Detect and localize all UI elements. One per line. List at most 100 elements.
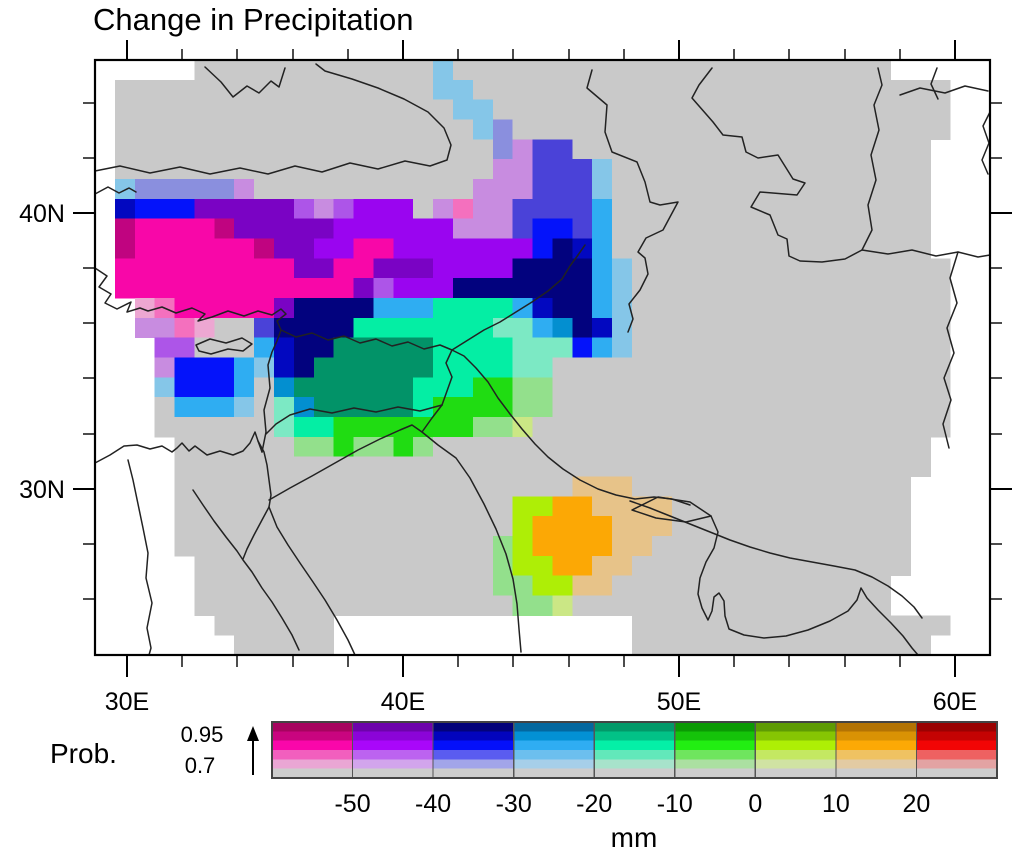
grid-cell-run — [313, 198, 335, 220]
grid-cell-run — [154, 357, 176, 378]
coastline-path — [94, 431, 263, 464]
coastline-path — [899, 85, 989, 96]
grid-cell-run — [433, 198, 454, 220]
grid-cell-run — [572, 218, 593, 239]
coastline-path — [280, 329, 453, 406]
grid-cell-run — [512, 595, 553, 616]
coastline-path — [268, 424, 423, 501]
coastline-path — [94, 267, 287, 453]
grid-cell-run — [612, 218, 931, 239]
grid-cell-run — [632, 278, 951, 299]
grid-cell-run — [532, 516, 613, 537]
grid-cell-run — [254, 337, 275, 358]
grid-cell-run — [274, 238, 315, 259]
grid-cell-run — [492, 139, 514, 160]
grid-cell-run — [214, 218, 235, 239]
grid-cell-run — [453, 60, 892, 81]
grid-cell-run — [333, 198, 355, 220]
grid-cell-run — [234, 635, 335, 656]
grid-cell-run — [413, 198, 434, 220]
grid-cell-run — [592, 496, 673, 517]
grid-cell-run — [214, 317, 255, 339]
grid-cell-run — [313, 397, 414, 418]
colorbar-cell-neg10-0 — [674, 768, 756, 779]
coastline-path — [242, 440, 272, 560]
grid-cell-run — [453, 198, 474, 220]
grid-cell-run — [333, 337, 434, 358]
grid-cell-run — [353, 436, 394, 458]
grid-cell-run — [353, 238, 394, 259]
grid-cell-run — [552, 238, 573, 259]
grid-cell-run — [274, 337, 295, 358]
grid-cell-run — [632, 337, 951, 358]
colorbar-cell-neg50-neg40 — [352, 731, 434, 742]
grid-cell-run — [632, 317, 951, 339]
probability-direction-arrow-icon — [247, 726, 259, 775]
grid-cell-run — [472, 198, 514, 220]
coastline-path — [421, 404, 522, 653]
grid-cell-run — [114, 258, 295, 279]
colorbar-boundary-label: 20 — [903, 790, 931, 818]
grid-cell-run — [433, 337, 514, 358]
coastline-path — [127, 459, 153, 656]
colorbar-boundary-label: -20 — [576, 790, 612, 818]
grid-cell-run — [572, 575, 613, 596]
grid-cell-run — [532, 417, 951, 438]
grid-cell-run — [194, 198, 295, 220]
chart-title: Change in Precipitation — [93, 2, 414, 37]
grid-cell-run — [612, 516, 673, 537]
grid-cell-run — [532, 139, 573, 160]
grid-cell-run — [512, 377, 553, 398]
grid-cell-run — [333, 218, 454, 239]
grid-cell-run — [472, 119, 494, 140]
grid-cell-run — [274, 377, 295, 398]
grid-cell-run — [612, 179, 931, 200]
colorbar-cell-neg50-neg40 — [352, 759, 434, 770]
colorbar-cell-lt-neg50 — [272, 750, 354, 760]
grid-cell-run — [492, 575, 534, 596]
x-tick-label: 40E — [381, 688, 425, 716]
colorbar-boundary-label: -30 — [496, 790, 532, 818]
colorbar-cell-0-10 — [755, 740, 837, 751]
prob-label: Prob. — [50, 738, 117, 769]
colorbar-cell-neg30-neg20 — [513, 768, 595, 779]
coastline-path — [691, 67, 883, 263]
grid-cell-run — [154, 417, 275, 438]
grid-cell-run — [472, 377, 514, 398]
grid-cell-run — [512, 258, 593, 279]
colorbar-boundary-label: -50 — [334, 790, 370, 818]
grid-cell-run — [592, 159, 613, 180]
grid-cell-run — [134, 198, 195, 220]
grid-cell-run — [393, 238, 534, 259]
grid-cell-run — [134, 218, 215, 239]
colorbar-cell-neg10-0 — [674, 759, 756, 770]
grid-cell-run — [433, 436, 931, 458]
grid-cell-run — [612, 298, 633, 319]
grid-cell-run — [174, 397, 235, 418]
grid-cell-run — [254, 179, 474, 200]
grid-cell-run — [234, 179, 255, 200]
grid-cell-run — [114, 139, 494, 160]
grid-cell-run — [174, 456, 931, 477]
grid-cell-run — [114, 99, 454, 120]
grid-cell-run — [512, 139, 534, 160]
coastline-path — [586, 69, 679, 333]
colorbar-cell-neg20-neg10 — [594, 740, 676, 751]
colorbar-cell-neg20-neg10 — [594, 759, 676, 770]
axis-ticks — [73, 40, 1012, 677]
grid-cell-run — [234, 218, 335, 239]
grid-cell-run — [572, 317, 593, 339]
grid-cell-run — [194, 317, 215, 339]
grid-cell-run — [453, 278, 593, 299]
colorbar-cell-10-20 — [835, 740, 917, 751]
colorbar-cell-gt-20 — [916, 740, 998, 751]
grid-cell-run — [174, 357, 235, 378]
colorbar-boundary-label: -40 — [415, 790, 451, 818]
grid-cell-run — [393, 278, 454, 299]
colorbar-cell-gt-20 — [916, 768, 998, 779]
grid-cell-run — [174, 476, 573, 497]
grid-cell-run — [592, 278, 613, 299]
grid-cell-run — [413, 436, 434, 458]
grid-cell-run — [313, 357, 434, 378]
colorbar-cell-neg30-neg20 — [513, 731, 595, 742]
